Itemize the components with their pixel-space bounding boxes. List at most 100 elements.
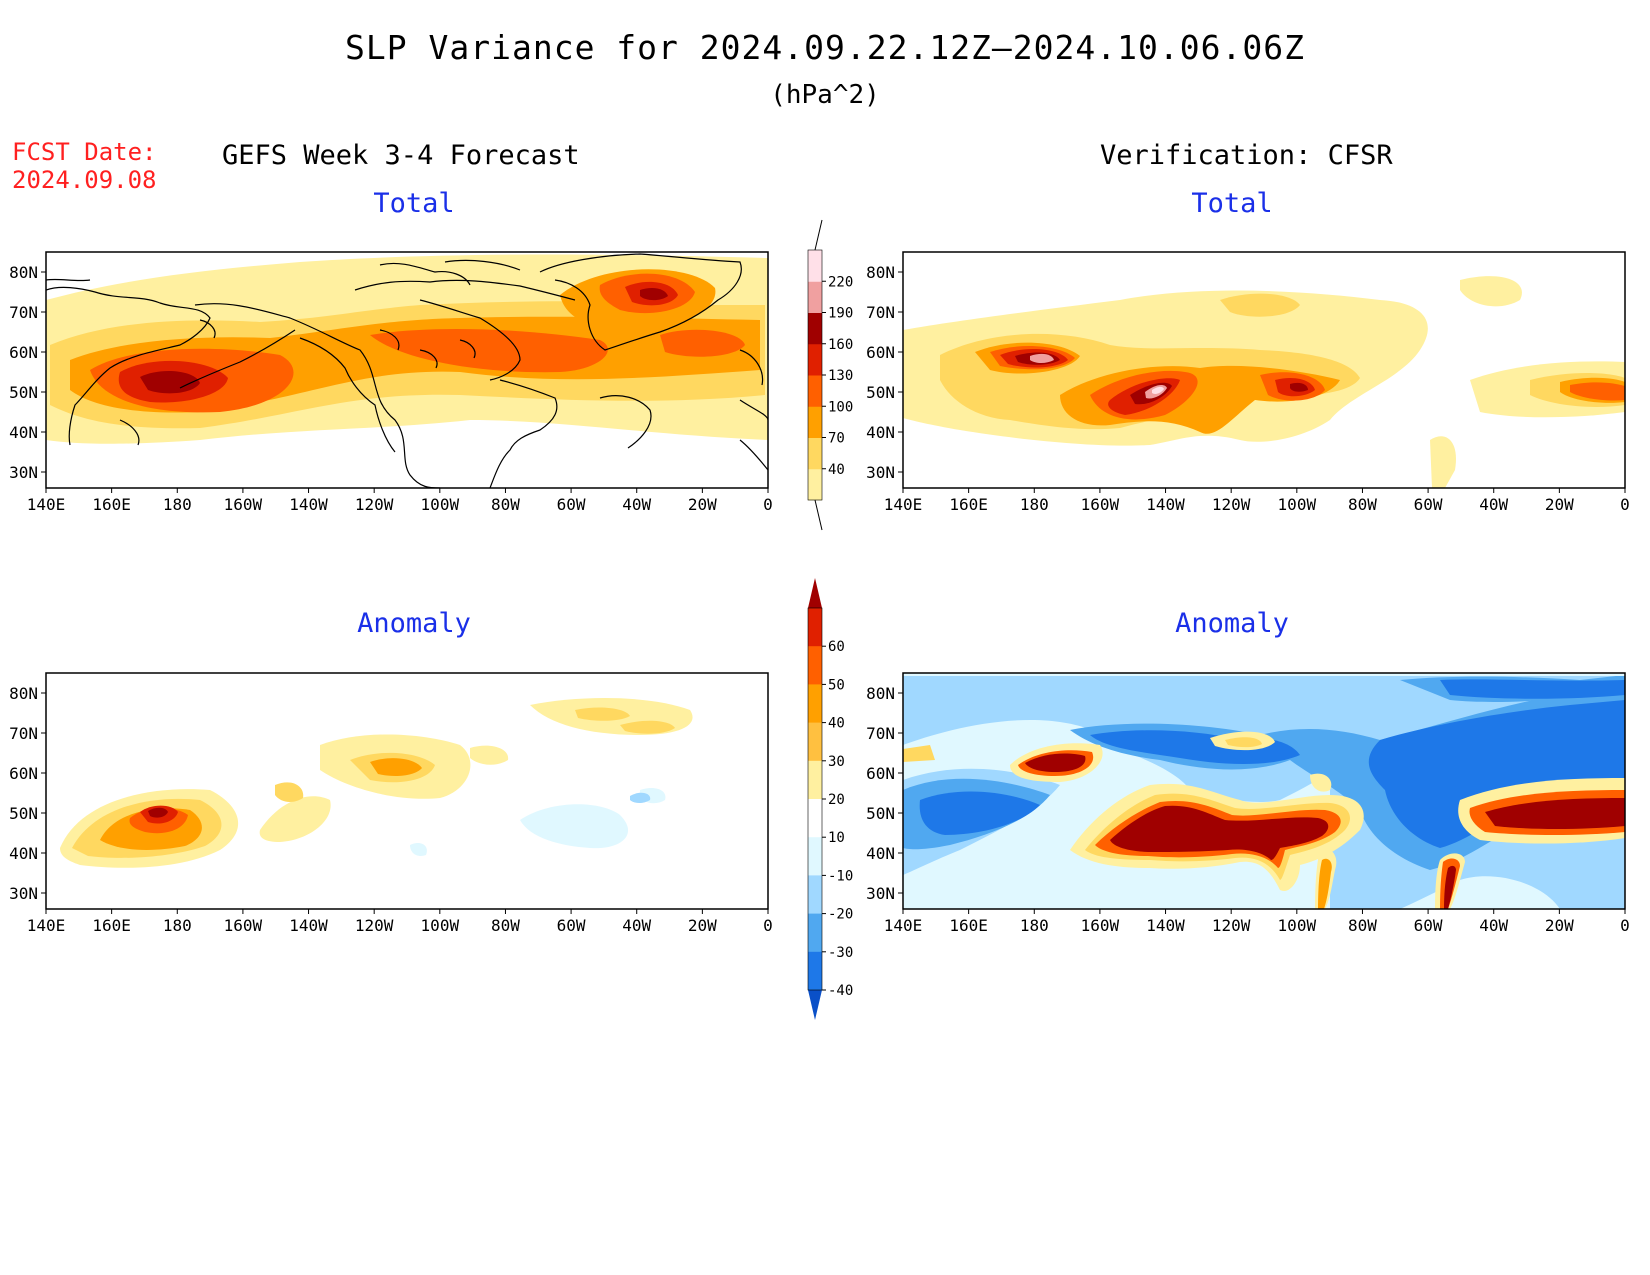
colorbar-swatch [808, 406, 822, 438]
lon-tick-label: 80W [1348, 916, 1377, 935]
lon-tick-label: 100W [421, 916, 460, 935]
lon-tick-label: 80W [491, 495, 520, 514]
lon-tick-label: 100W [421, 495, 460, 514]
colorbar-swatch [808, 684, 822, 724]
lon-tick-label: 100W [1278, 916, 1317, 935]
lon-tick-label: 60W [557, 495, 586, 514]
lon-tick-label: 60W [557, 916, 586, 935]
lon-tick-label: 20W [1545, 495, 1574, 514]
lon-tick-label: 120W [355, 916, 394, 935]
panel-frames [45, 251, 1626, 910]
colorbar-total: 40 70 100 130 160 190 220 [807, 219, 853, 531]
lon-tick-label: 20W [688, 495, 717, 514]
colorbar-label: -40 [828, 983, 853, 999]
colorbar-label: 60 [828, 639, 845, 655]
colorbar-swatch [808, 760, 822, 800]
forecast-anomaly-title: Anomaly [357, 608, 471, 639]
colorbar-label: 160 [828, 337, 853, 353]
units-label: (hPa^2) [770, 80, 880, 110]
lon-tick-label: 140W [289, 495, 328, 514]
lat-tick-label: 80N [9, 263, 38, 282]
lon-tick-label: 140E [884, 916, 923, 935]
colorbar-swatch [808, 913, 822, 953]
lat-tick-label: 50N [9, 804, 38, 823]
colorbar-swatch [808, 578, 822, 608]
lat-tick-label: 30N [866, 463, 895, 482]
colorbar-swatch [808, 990, 822, 1020]
lon-tick-label: 0 [1620, 916, 1630, 935]
lon-tick-label: 60W [1414, 495, 1443, 514]
lon-tick-label: 160W [224, 495, 263, 514]
lat-tick-label: 70N [9, 303, 38, 322]
fcst-date-label: FCST Date: 2024.09.08 [12, 138, 157, 194]
lat-tick-label: 40N [9, 423, 38, 442]
lon-tick-label: 140W [289, 916, 328, 935]
lat-tick-label: 50N [866, 804, 895, 823]
colorbar-swatch [808, 875, 822, 915]
lon-tick-label: 80W [1348, 495, 1377, 514]
lon-tick-label: 180 [163, 495, 192, 514]
lat-tick-label: 60N [9, 764, 38, 783]
lat-tick-label: 40N [9, 844, 38, 863]
colorbar-label: -20 [828, 907, 853, 923]
lat-tick-label: 80N [866, 684, 895, 703]
verify-anomaly-field [903, 673, 1625, 909]
colorbar-label: 40 [828, 716, 845, 732]
lon-tick-label: 140E [27, 916, 66, 935]
lon-tick-label: 140E [27, 495, 66, 514]
lon-tick-label: 120W [1212, 495, 1251, 514]
lat-tick-label: 70N [866, 303, 895, 322]
lat-tick-label: 30N [9, 463, 38, 482]
lat-tick-label: 70N [866, 724, 895, 743]
lat-tick-label: 70N [9, 724, 38, 743]
forecast-total-title: Total [373, 188, 455, 219]
axis-labels: 140E 160E 180 160W 140W 120W 100W 80W 60W 40W 20W 0… [9, 263, 1630, 935]
lon-tick-label: 40W [1479, 495, 1508, 514]
colorbar-label: 190 [828, 306, 853, 322]
verification-heading: Verification: CFSR [1100, 140, 1393, 171]
colorbar-swatch [808, 437, 822, 470]
lat-tick-label: 30N [866, 884, 895, 903]
colorbar-label: -30 [828, 945, 853, 961]
colorbar-label: 70 [828, 431, 845, 447]
colorbar-label: 220 [828, 274, 853, 290]
lon-tick-label: 80W [491, 916, 520, 935]
colorbar-label: 30 [828, 754, 845, 770]
lon-tick-label: 180 [1020, 916, 1049, 935]
lon-tick-label: 100W [1278, 495, 1317, 514]
lon-tick-label: 160E [92, 495, 131, 514]
colorbar-swatch [808, 722, 822, 762]
verify-total-title: Total [1191, 188, 1273, 219]
forecast-anomaly-field [60, 698, 693, 868]
colorbar-label: 50 [828, 677, 845, 693]
page-title: SLP Variance for 2024.09.22.12Z–2024.10.… [345, 28, 1305, 67]
fcst-date-value: 2024.09.08 [12, 166, 157, 194]
lon-tick-label: 160E [949, 916, 988, 935]
colorbar-label: 20 [828, 792, 845, 808]
lon-tick-label: 40W [1479, 916, 1508, 935]
colorbar-label: 40 [828, 462, 845, 478]
lon-tick-label: 140W [1146, 916, 1185, 935]
lon-tick-label: 120W [1212, 916, 1251, 935]
colorbar-swatch [808, 951, 822, 991]
colorbar-anomaly: 60 50 40 30 20 10 -10 -20 -30 -40 [807, 578, 853, 1020]
colorbar-swatch [808, 312, 822, 345]
colorbar-swatch [808, 837, 822, 876]
lat-tick-label: 40N [866, 423, 895, 442]
lon-tick-label: 60W [1414, 916, 1443, 935]
colorbar-label: 10 [828, 830, 845, 846]
lon-tick-label: 160W [224, 916, 263, 935]
lat-tick-label: 30N [9, 884, 38, 903]
lat-tick-label: 60N [9, 343, 38, 362]
colorbar-label: 100 [828, 399, 853, 415]
lon-tick-label: 0 [763, 916, 773, 935]
lon-tick-label: 180 [1020, 495, 1049, 514]
lat-tick-label: 80N [866, 263, 895, 282]
colorbar-swatch [808, 799, 822, 838]
lon-tick-label: 160W [1081, 495, 1120, 514]
lon-tick-label: 40W [622, 495, 651, 514]
lat-tick-label: 60N [866, 764, 895, 783]
lon-tick-label: 140W [1146, 495, 1185, 514]
lon-tick-label: 0 [763, 495, 773, 514]
